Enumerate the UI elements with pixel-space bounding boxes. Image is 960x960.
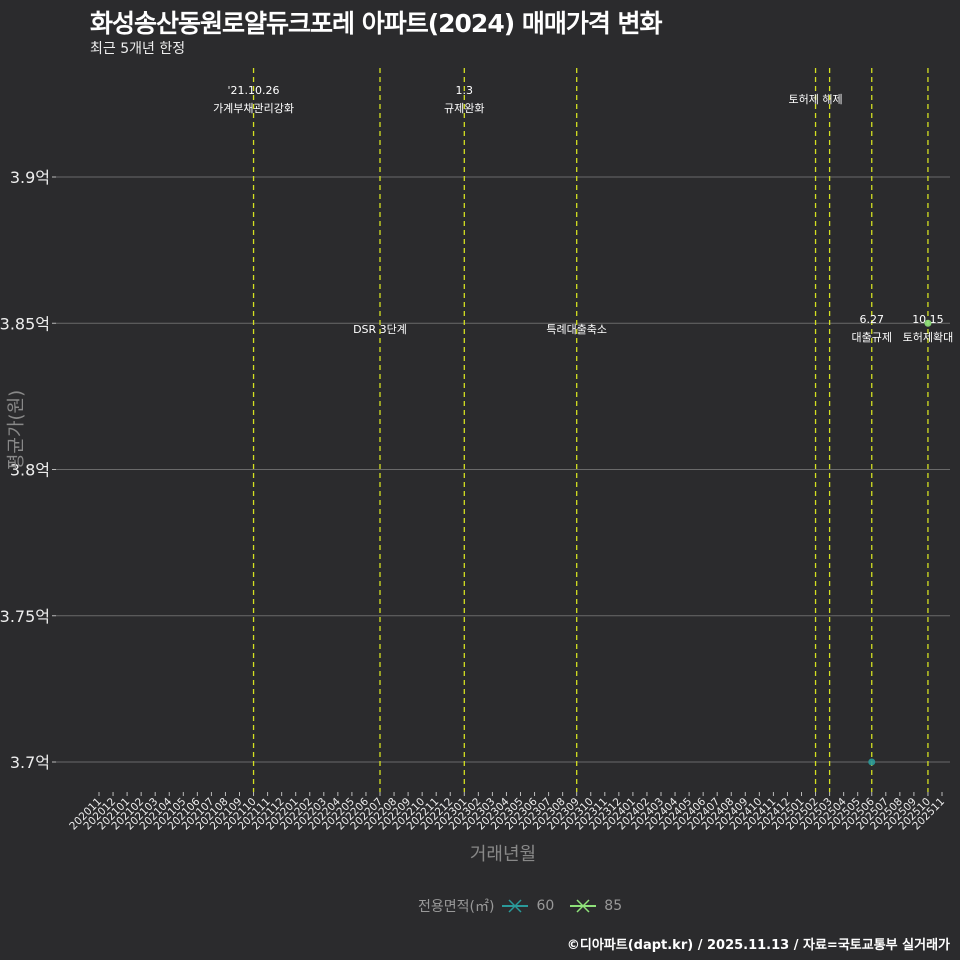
legend-title: 전용면적(㎡) bbox=[418, 899, 495, 915]
event-label: 6.27 bbox=[860, 313, 885, 326]
event-label: DSR 3단계 bbox=[353, 323, 407, 336]
event-label: 토허제 해제 bbox=[788, 92, 842, 106]
y-axis-title: 평균가(원) bbox=[6, 390, 27, 470]
legend-label-60: 60 bbox=[536, 898, 555, 914]
legend-key-85-icon bbox=[570, 899, 597, 913]
y-tick-label: 3.7억 bbox=[10, 753, 50, 772]
x-axis-title: 거래년월 bbox=[470, 844, 536, 865]
chart-title: 화성송산동원로얄듀크포레 아파트(2024) 매매가격 변화 bbox=[90, 9, 663, 38]
event-label: 1.3 bbox=[456, 84, 474, 97]
y-tick-label: 3.85억 bbox=[0, 314, 50, 333]
data-point-60 bbox=[868, 758, 876, 766]
data-point-85 bbox=[924, 319, 932, 327]
y-tick-label: 3.9억 bbox=[10, 168, 50, 187]
y-tick-label: 3.75억 bbox=[0, 607, 50, 626]
source-caption: ©디아파트(dapt.kr) / 2025.11.13 / 자료=국토교통부 실… bbox=[566, 938, 950, 953]
legend-key-60-icon bbox=[502, 899, 529, 913]
chart-subtitle: 최근 5개년 한정 bbox=[90, 41, 186, 57]
event-label: 규제완화 bbox=[444, 102, 484, 115]
y-tick-label: 3.8억 bbox=[10, 461, 50, 480]
event-label: 대출규제 bbox=[852, 331, 892, 344]
legend: 전용면적(㎡) 60 85 bbox=[418, 896, 622, 916]
event-label: 토허제확대 bbox=[903, 331, 954, 344]
event-label: '21.10.26 bbox=[228, 84, 280, 97]
event-label: 특례대출축소 bbox=[546, 323, 607, 336]
event-label: 10.15 bbox=[912, 313, 944, 326]
legend-label-85: 85 bbox=[604, 898, 623, 914]
event-label: 가계부채관리강화 bbox=[213, 102, 294, 115]
